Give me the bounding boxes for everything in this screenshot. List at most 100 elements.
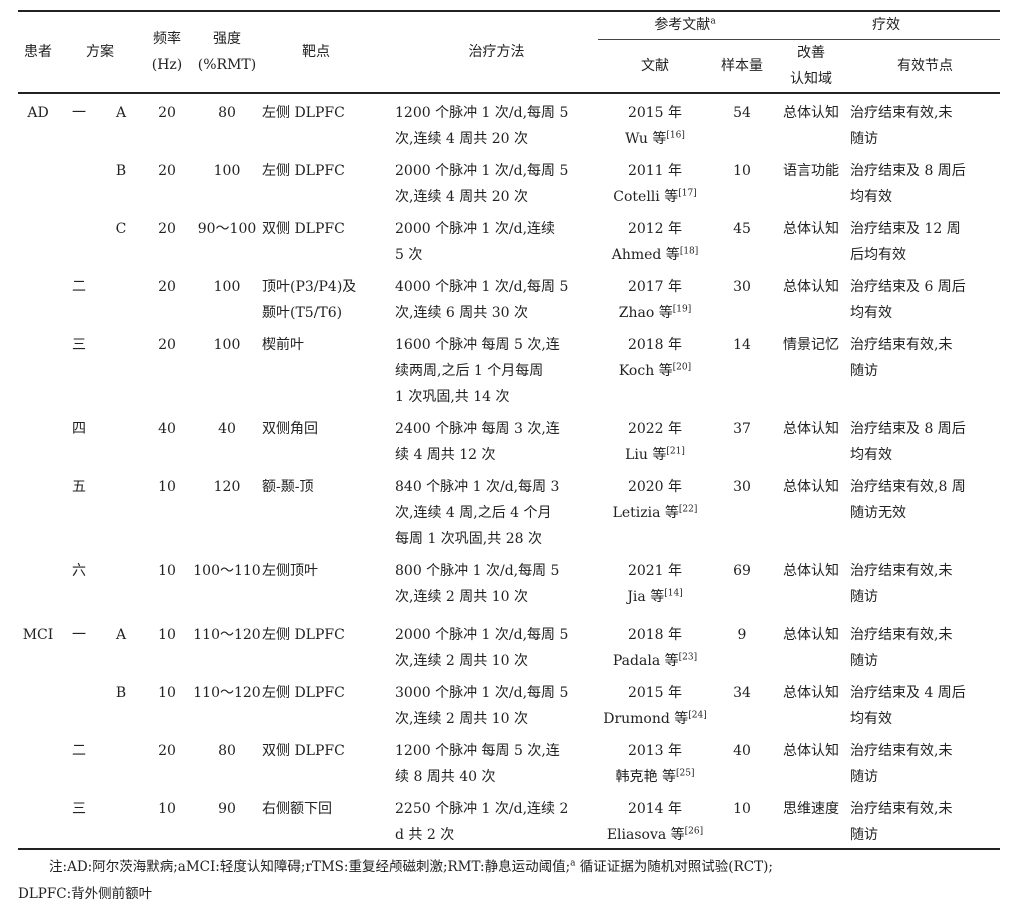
cell-ref: 2022 年 Liu 等[21]	[625, 420, 685, 463]
line: 3000 个脉冲 1 次/d,每周 5	[395, 684, 569, 701]
cell-method: 3000 个脉冲 1 次/d,每周 5 次,连续 2 周共 10 次	[395, 674, 598, 732]
cell-intensity: 80	[218, 104, 236, 121]
table-row: 五 10 120 额-颞-顶 840 个脉冲 1 次/d,每周 3 次,连续 4 周,之后…	[18, 468, 1000, 552]
cell-freq: 20	[158, 278, 176, 295]
line: 双侧角回	[262, 420, 318, 437]
cell-scheme: 三	[72, 800, 86, 817]
header-target: 靶点	[302, 43, 330, 60]
line: 2400 个脉冲 每周 3 次,连	[395, 420, 560, 437]
cell-target: 双侧 DLPFC	[262, 732, 395, 790]
table-row: 三 10 90 右侧额下回 2250 个脉冲 1 次/d,连续 2 d 共 2 次 2014…	[18, 790, 1000, 849]
cell-freq: 10	[158, 800, 176, 817]
cell-ref: 2014 年 Eliasova 等[26]	[606, 800, 704, 843]
cell-ref: 2015 年 Drumond 等[24]	[603, 684, 707, 727]
cell-sample: 37	[733, 420, 751, 437]
cell-ref: 2011 年 Cotelli 等[17]	[613, 162, 697, 205]
cell-sub	[100, 468, 142, 552]
cell-sub: A	[115, 626, 127, 643]
cell-target: 额-颞-顶	[262, 468, 395, 552]
line: 顶叶(P3/P4)及	[262, 278, 357, 295]
cell-freq: 10	[158, 626, 176, 643]
table-row: 二 20 100 顶叶(P3/P4)及 颞叶(T5/T6) 4000 个脉冲 1 次/d,…	[18, 268, 1000, 326]
cell-target: 双侧角回	[262, 410, 395, 468]
table-row: 六 10 100～110 左侧顶叶 800 个脉冲 1 次/d,每周 5 次,连续 2 周…	[18, 552, 1000, 610]
cell-effect: 治疗结束及 8 周后 均有效	[850, 152, 1000, 210]
cell-sample: 9	[737, 626, 747, 643]
cell-effect: 治疗结束有效,未 随访	[850, 552, 1000, 610]
cell-target: 左侧 DLPFC	[262, 152, 395, 210]
cell-intensity: 110～120	[193, 684, 261, 701]
cell-scheme: 六	[72, 562, 86, 579]
line: 治疗结束及 8 周后	[850, 162, 966, 179]
line: 治疗结束有效,未	[850, 336, 953, 353]
cell-target: 左侧顶叶	[262, 552, 395, 610]
cell-intensity: 110～120	[193, 626, 261, 643]
cell-patient	[18, 210, 58, 268]
table-row: MCI 一 A 10 110～120 左侧 DLPFC 2000 个脉冲 1 次/d,每周 …	[18, 610, 1000, 674]
cell-effect: 治疗结束及 8 周后 均有效	[850, 410, 1000, 468]
cell-sample: 40	[733, 742, 751, 759]
cell-domain: 总体认知	[783, 626, 839, 643]
header-ref: 文献	[641, 57, 669, 74]
cell-ref: 2018 年 Koch 等[20]	[618, 336, 692, 379]
cell-target: 双侧 DLPFC	[262, 210, 395, 268]
cell-sample: 69	[733, 562, 751, 579]
cell-effect: 治疗结束有效,未 随访	[850, 326, 1000, 410]
line: 左侧 DLPFC	[262, 684, 345, 701]
cell-method: 2400 个脉冲 每周 3 次,连续 4 周共 12 次	[395, 410, 598, 468]
table-row: 二 20 80 双侧 DLPFC 1200 个脉冲 每周 5 次,连续 8 周共 40 …	[18, 732, 1000, 790]
cell-intensity: 100～110	[193, 562, 261, 579]
header-refs: 参考文献a	[598, 11, 772, 40]
cell-ref: 2020 年 Letizia 等[22]	[612, 478, 698, 521]
cell-domain: 思维速度	[783, 800, 839, 817]
line: d 共 2 次	[395, 826, 455, 843]
line: 治疗结束有效,未	[850, 742, 953, 759]
table-body: AD 一 A 20 80 左侧 DLPFC 1200 个脉冲 1 次/d,每周 5 次,连续 …	[18, 93, 1000, 849]
cell-freq: 10	[158, 684, 176, 701]
cell-domain: 总体认知	[783, 742, 839, 759]
cell-freq: 40	[158, 420, 176, 437]
cell-method: 1200 个脉冲 1 次/d,每周 5 次,连续 4 周共 20 次	[395, 93, 598, 152]
cell-sub	[100, 790, 142, 849]
line: 每周 1 次巩固,共 28 次	[395, 530, 542, 547]
cell-scheme: 二	[72, 742, 86, 759]
line: 治疗结束有效,未	[850, 800, 953, 817]
line: 续 4 周共 12 次	[395, 446, 496, 463]
cell-method: 800 个脉冲 1 次/d,每周 5 次,连续 2 周共 10 次	[395, 552, 598, 610]
line: 治疗结束有效,未	[850, 626, 953, 643]
cell-ref: 2012 年 Ahmed 等[18]	[611, 220, 699, 263]
cell-scheme	[58, 210, 100, 268]
cell-domain: 情景记忆	[783, 336, 839, 353]
line: 1600 个脉冲 每周 5 次,连	[395, 336, 560, 353]
cell-sub: C	[115, 220, 127, 237]
cell-sample: 30	[733, 278, 751, 295]
line: 5 次	[395, 246, 423, 263]
cell-method: 4000 个脉冲 1 次/d,每周 5 次,连续 6 周共 30 次	[395, 268, 598, 326]
cell-effect: 治疗结束有效,未 随访	[850, 93, 1000, 152]
line: 随访无效	[850, 504, 906, 521]
cell-intensity: 100	[213, 278, 241, 295]
line: 随访	[850, 652, 878, 669]
cell-freq: 10	[158, 478, 176, 495]
cell-intensity: 100	[213, 336, 241, 353]
line: 2250 个脉冲 1 次/d,连续 2	[395, 800, 569, 817]
line: 续两周,之后 1 个月每周	[395, 362, 544, 379]
cell-patient	[18, 552, 58, 610]
header-method: 治疗方法	[468, 43, 525, 60]
cell-ref: 2017 年 Zhao 等[19]	[618, 278, 692, 321]
line: 左侧 DLPFC	[262, 626, 345, 643]
cell-patient	[18, 674, 58, 732]
cell-method: 1200 个脉冲 每周 5 次,连续 8 周共 40 次	[395, 732, 598, 790]
line: 颞叶(T5/T6)	[262, 304, 343, 321]
cell-domain: 总体认知	[783, 478, 839, 495]
line: 2000 个脉冲 1 次/d,连续	[395, 220, 556, 237]
line: 均有效	[850, 446, 892, 463]
line: 双侧 DLPFC	[262, 220, 345, 237]
cell-domain: 总体认知	[783, 220, 839, 237]
cell-freq: 20	[158, 162, 176, 179]
line: 左侧顶叶	[262, 562, 318, 579]
line: 次,连续 2 周共 10 次	[395, 588, 528, 605]
cell-intensity: 120	[213, 478, 241, 495]
cell-effect: 治疗结束及 12 周后均有效	[850, 210, 1000, 268]
line: 均有效	[850, 304, 892, 321]
